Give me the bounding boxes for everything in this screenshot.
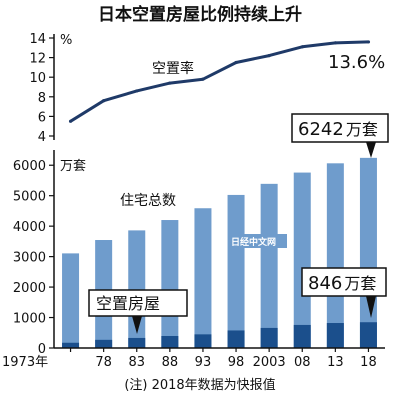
x-tick-label-9: 18 [360,355,377,370]
x-tick-label-3: 88 [162,355,179,370]
vacancy-rate-points [68,40,371,123]
total-callout: 6242 万套 [291,113,389,158]
vacancy-rate-y-tick-label-0: 4 [38,130,46,145]
vacancy-rate-point-1 [102,99,106,103]
vacant-callout: 846 万套 [301,267,387,318]
housing-y-tick-label-5: 5000 [13,190,46,205]
vacant-homes-label: 空置房屋 [96,294,160,313]
vacancy-rate-point-3 [168,81,172,85]
vacant-homes-bar-2 [128,337,146,348]
vacancy-rate-point-2 [135,89,139,93]
x-tick-label-7: 08 [294,355,311,370]
vacancy-rate-y-tick-label-2: 8 [38,91,46,106]
watermark: 日经中文网 [229,234,287,248]
x-tick-label-4: 93 [195,355,212,370]
vacancy-rate-y-tick-label-3: 10 [29,71,46,86]
x-tick-label-5: 98 [228,355,245,370]
vacancy-rate-y-tick-label-5: 14 [29,32,46,47]
housing-axis: 0 1000 2000 3000 4000 5000 6000 [13,150,55,357]
total-housing-bar-4 [194,208,212,348]
footnote: (注) 2018年数据为快报值 [124,377,275,393]
total-housing-bar-9 [359,157,377,348]
vacant-homes-bar-8 [326,323,344,348]
total-housing-bar-7 [293,172,311,348]
total-housing-series-label: 住宅总数 [120,193,176,209]
vacancy-rate-line [69,40,369,123]
total-housing-bar-5 [227,194,245,348]
vacancy-rate-panel: 4 6 8 10 12 14 % 空置率 13.6% [29,32,385,145]
vacancy-rate-end-label: 13.6% [328,52,385,73]
vacant-homes-bar-0 [62,342,80,348]
chart-title: 日本空置房屋比例持续上升 [98,4,302,25]
vacancy-rate-y-tick-label-1: 6 [38,110,46,125]
vacancy-rate-series-label: 空置率 [152,60,194,77]
total-housing-bar-0 [62,253,80,348]
vacant-homes-bar-1 [95,339,113,348]
vacant-homes-bar-5 [227,330,245,348]
vacancy-rate-point-6 [267,54,271,58]
vacant-homes-callout: 空置房屋 [88,289,188,334]
vacant-callout-value: 846 [308,273,342,294]
vacancy-rate-point-7 [300,45,304,49]
svg-text:日经中文网: 日经中文网 [231,236,276,248]
vacant-homes-bar-4 [194,334,212,348]
vacancy-rate-axis: 4 6 8 10 12 14 [29,32,55,145]
vacant-callout-unit: 万套 [344,274,376,293]
housing-y-tick-label-1: 1000 [13,312,46,327]
vacancy-rate-point-8 [333,41,337,45]
x-tick-label-0: 1973年 [2,355,48,370]
vacancy-rate-point-9 [366,40,371,44]
total-housing-bar-3 [161,220,179,348]
x-axis: 1973年 78 83 88 93 98 2003 08 13 18 [2,347,385,370]
housing-bars [62,157,377,348]
total-callout-unit: 万套 [346,120,378,139]
vacant-homes-bar-3 [161,335,179,348]
vacancy-rate-point-4 [201,77,205,81]
vacancy-rate-point-5 [234,60,238,65]
x-tick-label-6: 2003 [253,355,286,370]
housing-y-tick-label-3: 3000 [13,251,46,266]
total-housing-bar-8 [326,163,344,348]
total-housing-bar-6 [260,183,278,348]
x-tick-label-1: 78 [95,355,112,370]
housing-unit: 万套 [60,158,86,174]
housing-y-tick-label-0: 0 [38,342,46,357]
x-tick-label-2: 83 [128,355,145,370]
vacancy-rate-y-tick-label-4: 12 [29,52,46,67]
housing-y-tick-label-6: 6000 [13,159,46,174]
housing-y-tick-label-4: 4000 [13,220,46,235]
vacancy-rate-unit: % [60,33,72,48]
vacant-homes-bar-6 [260,327,278,348]
vacant-homes-bar-7 [293,324,311,348]
total-callout-value: 6242 [298,119,344,140]
housing-y-tick-label-2: 2000 [13,281,46,296]
x-tick-label-8: 13 [327,355,344,370]
vacant-homes-bar-9 [359,322,377,348]
vacancy-rate-point-0 [68,119,73,123]
